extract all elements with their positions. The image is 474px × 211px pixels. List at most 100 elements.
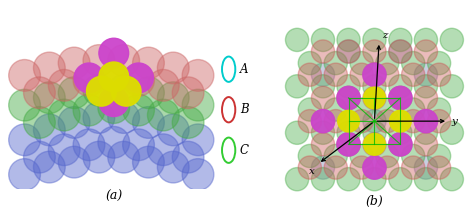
Circle shape	[34, 114, 65, 146]
Circle shape	[24, 141, 55, 173]
Circle shape	[375, 63, 399, 86]
Circle shape	[390, 110, 411, 132]
Circle shape	[337, 168, 360, 191]
Circle shape	[363, 28, 386, 51]
Circle shape	[298, 144, 321, 168]
Circle shape	[375, 98, 399, 121]
Circle shape	[182, 89, 214, 121]
Circle shape	[172, 77, 204, 109]
Circle shape	[428, 63, 451, 86]
Circle shape	[311, 133, 335, 156]
Circle shape	[414, 121, 438, 144]
Circle shape	[157, 151, 189, 183]
Circle shape	[133, 47, 164, 79]
Circle shape	[363, 40, 386, 63]
Circle shape	[337, 133, 360, 156]
Circle shape	[83, 102, 115, 133]
Circle shape	[182, 124, 214, 156]
Circle shape	[34, 151, 65, 183]
Circle shape	[73, 65, 105, 96]
Circle shape	[364, 134, 385, 155]
Circle shape	[98, 62, 129, 94]
Circle shape	[83, 74, 115, 106]
Circle shape	[375, 51, 399, 75]
Circle shape	[337, 86, 360, 110]
Circle shape	[298, 156, 321, 179]
Circle shape	[182, 159, 214, 190]
Circle shape	[98, 92, 129, 123]
Circle shape	[99, 62, 128, 92]
Circle shape	[363, 63, 386, 86]
Circle shape	[98, 126, 129, 158]
Circle shape	[285, 121, 309, 144]
Circle shape	[389, 133, 412, 156]
Circle shape	[401, 98, 425, 121]
Circle shape	[428, 51, 451, 75]
Circle shape	[133, 146, 164, 178]
Circle shape	[363, 63, 386, 86]
Circle shape	[324, 63, 347, 86]
Circle shape	[389, 28, 412, 51]
Circle shape	[350, 51, 374, 75]
Circle shape	[311, 110, 335, 133]
Circle shape	[298, 51, 321, 75]
Text: z: z	[382, 31, 388, 40]
Circle shape	[147, 99, 179, 131]
Circle shape	[9, 60, 40, 91]
Circle shape	[350, 156, 374, 179]
Circle shape	[375, 156, 399, 179]
Circle shape	[99, 87, 128, 116]
Circle shape	[389, 75, 412, 98]
Circle shape	[147, 134, 179, 166]
Circle shape	[363, 133, 386, 156]
Circle shape	[389, 86, 412, 110]
Circle shape	[99, 38, 128, 68]
Circle shape	[83, 45, 115, 76]
Circle shape	[414, 75, 438, 98]
Circle shape	[324, 156, 347, 179]
Circle shape	[311, 86, 335, 110]
Circle shape	[157, 114, 189, 146]
Circle shape	[414, 168, 438, 191]
Circle shape	[74, 63, 104, 93]
Text: C: C	[240, 144, 249, 157]
Circle shape	[83, 141, 115, 173]
Circle shape	[58, 77, 90, 109]
Circle shape	[440, 28, 464, 51]
Text: y: y	[451, 117, 457, 126]
Circle shape	[375, 110, 399, 133]
Circle shape	[389, 86, 412, 110]
Circle shape	[440, 75, 464, 98]
Circle shape	[414, 28, 438, 51]
Circle shape	[298, 110, 321, 133]
Circle shape	[428, 144, 451, 168]
Circle shape	[363, 110, 386, 133]
Circle shape	[414, 156, 438, 179]
Circle shape	[363, 156, 386, 179]
Circle shape	[337, 75, 360, 98]
Circle shape	[108, 141, 139, 173]
Circle shape	[58, 47, 90, 79]
Circle shape	[350, 110, 374, 133]
Circle shape	[147, 69, 179, 101]
Circle shape	[311, 121, 335, 144]
Circle shape	[337, 86, 360, 110]
Circle shape	[157, 82, 189, 114]
Text: (a): (a)	[105, 190, 122, 203]
Circle shape	[401, 144, 425, 168]
Circle shape	[414, 63, 438, 86]
Circle shape	[108, 74, 139, 106]
Circle shape	[414, 86, 438, 110]
Circle shape	[401, 63, 425, 86]
Circle shape	[337, 40, 360, 63]
Circle shape	[428, 110, 451, 133]
Circle shape	[133, 107, 164, 138]
Circle shape	[58, 146, 90, 178]
Circle shape	[298, 98, 321, 121]
Circle shape	[337, 86, 360, 110]
Circle shape	[337, 133, 360, 156]
Circle shape	[428, 98, 451, 121]
Circle shape	[9, 124, 40, 156]
Circle shape	[298, 63, 321, 86]
Circle shape	[414, 40, 438, 63]
